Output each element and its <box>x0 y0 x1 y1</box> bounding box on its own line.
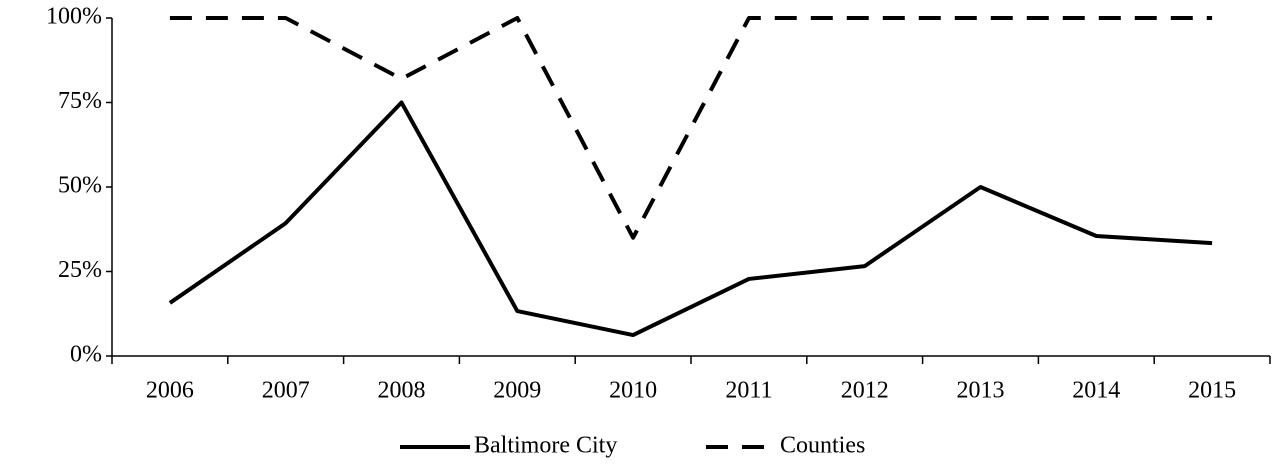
x-tick-label: 2008 <box>378 378 426 404</box>
x-tick-label: 2009 <box>493 378 541 404</box>
series-line <box>168 100 1213 338</box>
x-tick-label: 2013 <box>957 378 1005 404</box>
x-tick-label: 2006 <box>146 378 194 404</box>
y-tick-label: 25% <box>58 257 102 283</box>
y-tick-label: 0% <box>70 342 102 368</box>
x-tick-label: 2014 <box>1072 378 1120 404</box>
x-tick-label: 2007 <box>262 378 310 404</box>
x-tick-label: 2015 <box>1188 378 1236 404</box>
x-tick-label: 2010 <box>609 378 657 404</box>
legend-label: Baltimore City <box>474 433 617 459</box>
y-tick-label: 75% <box>58 88 102 114</box>
y-tick-label: 50% <box>58 173 102 199</box>
y-tick-label: 100% <box>46 4 102 30</box>
x-tick-label: 2011 <box>725 378 772 404</box>
legend-label: Counties <box>780 433 865 459</box>
series-line <box>169 16 1213 240</box>
x-tick-label: 2012 <box>841 378 889 404</box>
